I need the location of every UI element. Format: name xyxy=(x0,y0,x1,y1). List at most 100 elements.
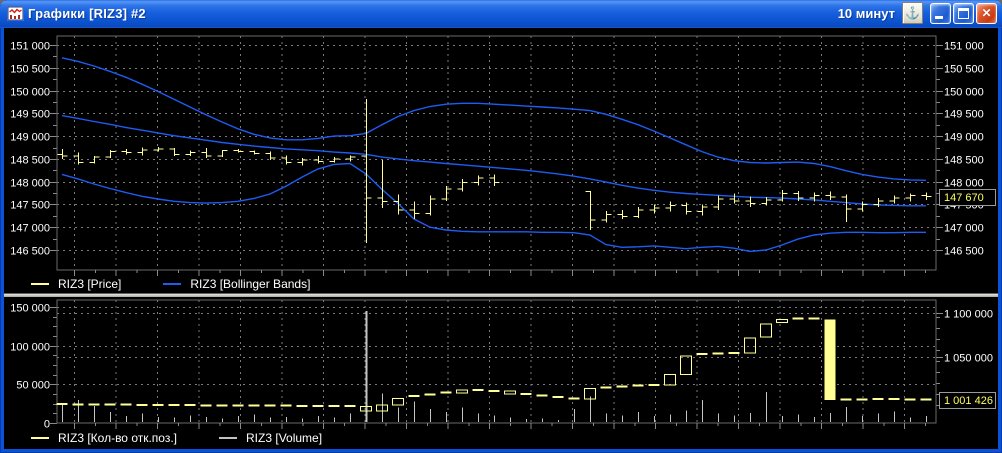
open-interest-dash xyxy=(264,404,276,407)
open-interest-dash xyxy=(904,398,916,401)
chart-area: 151 000 151 000 150 500 150 500 150 000 150 0… xyxy=(4,28,998,449)
maximize-button[interactable] xyxy=(953,2,974,24)
price-axis-label-left: 147 500 xyxy=(10,200,50,212)
open-interest-dash xyxy=(792,317,804,320)
open-interest-candle xyxy=(776,319,788,324)
open-interest-dash xyxy=(920,398,932,401)
open-interest-dash xyxy=(728,352,740,355)
open-interest-down-candle xyxy=(824,319,836,400)
open-interest-candle xyxy=(664,374,676,386)
open-interest-dash xyxy=(408,395,420,398)
volume-axis-label-left: 50 000 xyxy=(16,380,50,392)
open-interest-dash xyxy=(472,389,484,391)
open-interest-dash xyxy=(616,385,628,388)
price-axis-label-left: 149 000 xyxy=(10,132,50,144)
bollinger-legend-dash xyxy=(163,282,182,285)
open-interest-dash xyxy=(888,398,900,401)
price-axis-label-left: 148 000 xyxy=(10,178,50,190)
price-axis-label-right: 147 000 xyxy=(944,223,984,235)
bollinger-middle-line xyxy=(61,114,926,207)
open-interest-candle xyxy=(360,405,372,412)
open-interest-dash xyxy=(248,404,260,407)
open-interest-dash xyxy=(648,384,660,387)
open-interest-dash xyxy=(488,389,500,392)
maximize-icon xyxy=(958,7,969,19)
price-axis-label-left: 150 500 xyxy=(10,64,50,76)
volume-plot-border xyxy=(56,299,937,424)
price-axis-label-right: 149 500 xyxy=(944,109,984,121)
open-interest-dash xyxy=(808,317,820,320)
price-axis-label-right: 148 500 xyxy=(944,155,984,167)
price-axis-label-right: 150 500 xyxy=(944,64,984,76)
price-axis-label-left: 146 500 xyxy=(10,246,50,258)
open-interest-dash xyxy=(568,397,580,400)
open-interest-dash xyxy=(296,404,308,407)
open-interest-dash xyxy=(856,398,868,401)
price-legend: RIZ3 [Price] RIZ3 [Bollinger Bands] xyxy=(4,275,998,292)
close-icon: ✕ xyxy=(981,6,992,20)
open-interest-dash xyxy=(520,392,532,395)
volume-legend: RIZ3 [Кол-во отк.поз.] RIZ3 [Volume] xyxy=(4,429,998,446)
volume-axis-label-left: 100 000 xyxy=(10,342,50,354)
price-axis-label-right: 149 000 xyxy=(944,132,984,144)
open-interest-dash xyxy=(232,404,244,407)
volume-legend-label: RIZ3 [Volume] xyxy=(246,430,323,445)
price-axis-label-right: 148 000 xyxy=(944,178,984,190)
open-interest-candle xyxy=(760,323,772,338)
close-button[interactable]: ✕ xyxy=(976,2,997,24)
last-open-interest-value-box xyxy=(939,392,996,409)
charts-canvas[interactable]: 151 000 151 000 150 500 150 500 150 000 150 0… xyxy=(4,28,998,449)
price-axis-label-left: 151 000 xyxy=(10,41,50,53)
open-interest-dash xyxy=(168,404,180,407)
price-legend-label: RIZ3 [Price] xyxy=(58,276,122,291)
open-interest-dash xyxy=(696,352,708,355)
open-interest-candle xyxy=(584,388,596,400)
open-interest-dash xyxy=(200,404,212,407)
panel-splitter[interactable] xyxy=(4,293,998,297)
price-axis-label-left: 148 500 xyxy=(10,155,50,167)
anchor-icon: ⚓ xyxy=(905,6,920,20)
open-interest-legend-dash xyxy=(31,436,49,439)
price-axis-label-right: 151 000 xyxy=(944,41,984,53)
anchor-button[interactable]: ⚓ xyxy=(902,2,923,24)
price-plot-border xyxy=(56,35,937,271)
open-interest-dash xyxy=(552,396,564,399)
open-interest-dash xyxy=(872,398,884,401)
price-axis-label-left: 149 500 xyxy=(10,109,50,121)
last-price-value-box xyxy=(939,189,996,206)
open-interest-dash xyxy=(328,405,340,408)
volume-axis-label-left: 0 xyxy=(44,419,50,431)
open-interest-dash xyxy=(280,404,292,407)
open-interest-dash xyxy=(152,403,164,406)
bollinger-upper-line xyxy=(61,57,927,181)
minimize-icon xyxy=(935,15,943,19)
open-interest-dash xyxy=(88,403,100,406)
oi-axis-label-right: 1 100 000 xyxy=(944,309,993,321)
volume-axis-label-left: 150 000 xyxy=(10,303,50,315)
open-interest-dash xyxy=(840,398,852,401)
open-interest-dash xyxy=(424,393,436,396)
window-title: Графики [RIZ3] #2 xyxy=(28,5,146,21)
titlebar[interactable]: Графики [RIZ3] #2 10 минут ⚓ ✕ xyxy=(0,0,1002,28)
price-legend-dash xyxy=(31,282,49,285)
volume-legend-dash xyxy=(219,436,238,439)
open-interest-dash xyxy=(136,403,148,406)
open-interest-dash xyxy=(72,403,84,406)
chart-window-icon xyxy=(7,5,24,21)
open-interest-dash xyxy=(184,404,196,407)
open-interest-dash xyxy=(56,403,68,406)
open-interest-dash xyxy=(440,391,452,394)
open-interest-legend-label: RIZ3 [Кол-во отк.поз.] xyxy=(58,430,178,445)
last-open-interest-value: 1 001 426 xyxy=(944,395,993,407)
open-interest-dash xyxy=(312,404,324,407)
open-interest-candle xyxy=(744,337,756,354)
open-interest-candle xyxy=(680,355,692,376)
open-interest-dash xyxy=(344,405,356,408)
open-interest-dash xyxy=(216,404,228,407)
open-interest-dash xyxy=(712,352,724,355)
price-axis-label-left: 147 000 xyxy=(10,223,50,235)
open-interest-candle xyxy=(456,389,468,394)
minimize-button[interactable] xyxy=(930,2,951,24)
oi-axis-label-right: 1 050 000 xyxy=(944,353,993,365)
